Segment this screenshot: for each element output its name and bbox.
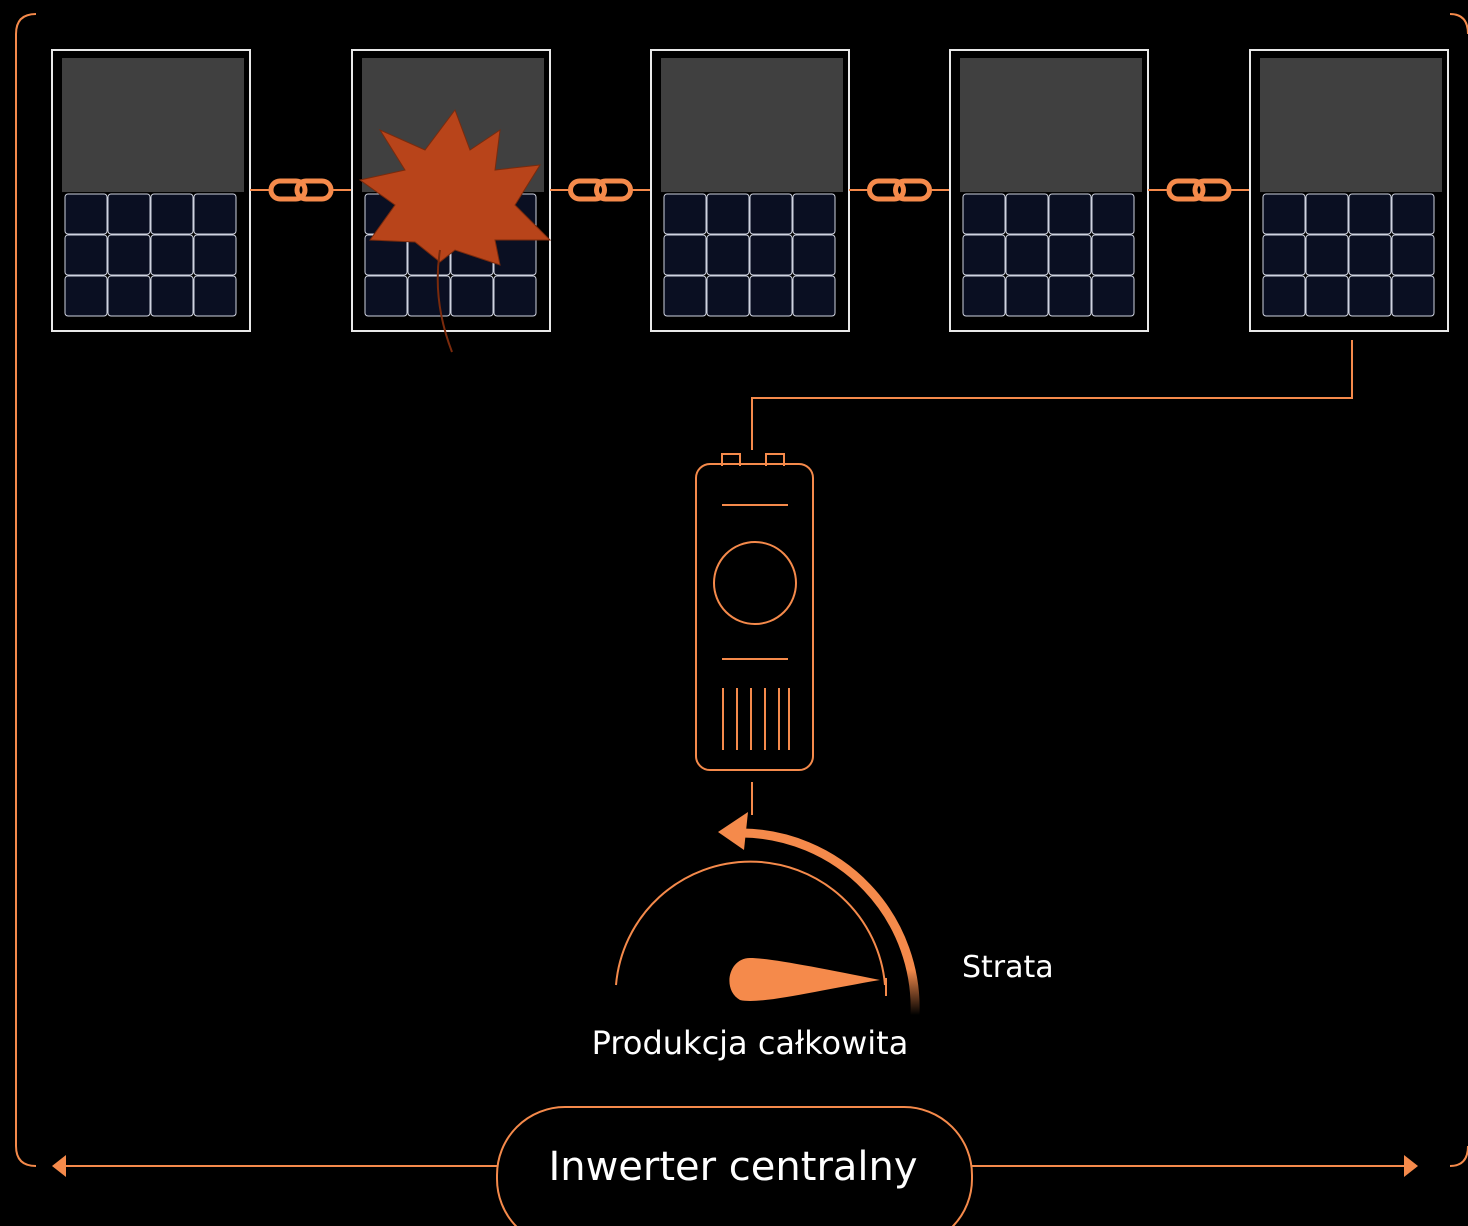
cell	[451, 276, 493, 316]
cell	[194, 235, 236, 275]
cell	[108, 194, 150, 234]
cell	[1092, 194, 1134, 234]
cell	[1263, 276, 1305, 316]
cell	[664, 194, 706, 234]
cell	[1349, 276, 1391, 316]
cell	[1392, 235, 1434, 275]
inverter-label: Inwerter centralny	[548, 1144, 917, 1190]
cell	[1392, 194, 1434, 234]
diagram: Strata Produkcja całkowita Inwerter cent…	[0, 0, 1468, 1226]
shade	[1260, 58, 1442, 192]
cell	[1049, 194, 1091, 234]
shade	[960, 58, 1142, 192]
cell	[1006, 235, 1048, 275]
cell	[151, 194, 193, 234]
cell	[1092, 235, 1134, 275]
cell	[1263, 235, 1305, 275]
cell	[151, 276, 193, 316]
cell	[707, 235, 749, 275]
cell	[1263, 194, 1305, 234]
cell	[151, 235, 193, 275]
cell	[664, 276, 706, 316]
loss-label: Strata	[962, 950, 1054, 985]
cell	[65, 194, 107, 234]
cell	[664, 235, 706, 275]
cell	[65, 276, 107, 316]
cell	[194, 194, 236, 234]
cell	[1306, 276, 1348, 316]
cell	[108, 235, 150, 275]
cell	[1349, 235, 1391, 275]
cell	[1092, 276, 1134, 316]
cell	[707, 194, 749, 234]
cell	[793, 235, 835, 275]
cell	[963, 194, 1005, 234]
shade	[62, 58, 244, 192]
page: {"labels": {"loss": "Strata", "total": "…	[0, 0, 1468, 1226]
cell	[793, 194, 835, 234]
cell	[707, 276, 749, 316]
cell	[1006, 276, 1048, 316]
cell	[1349, 194, 1391, 234]
cell	[194, 276, 236, 316]
cell	[1392, 276, 1434, 316]
cell	[1049, 276, 1091, 316]
cell	[963, 276, 1005, 316]
cell	[793, 276, 835, 316]
cell	[750, 276, 792, 316]
cell	[65, 235, 107, 275]
cell	[750, 235, 792, 275]
cell	[1006, 194, 1048, 234]
cell	[1049, 235, 1091, 275]
cell	[494, 235, 536, 275]
cell	[750, 194, 792, 234]
cell	[408, 276, 450, 316]
cell	[494, 276, 536, 316]
cell	[1306, 235, 1348, 275]
cell	[1306, 194, 1348, 234]
cell	[365, 276, 407, 316]
total-label: Produkcja całkowita	[592, 1024, 909, 1062]
shade	[661, 58, 843, 192]
cell	[108, 276, 150, 316]
cell	[963, 235, 1005, 275]
